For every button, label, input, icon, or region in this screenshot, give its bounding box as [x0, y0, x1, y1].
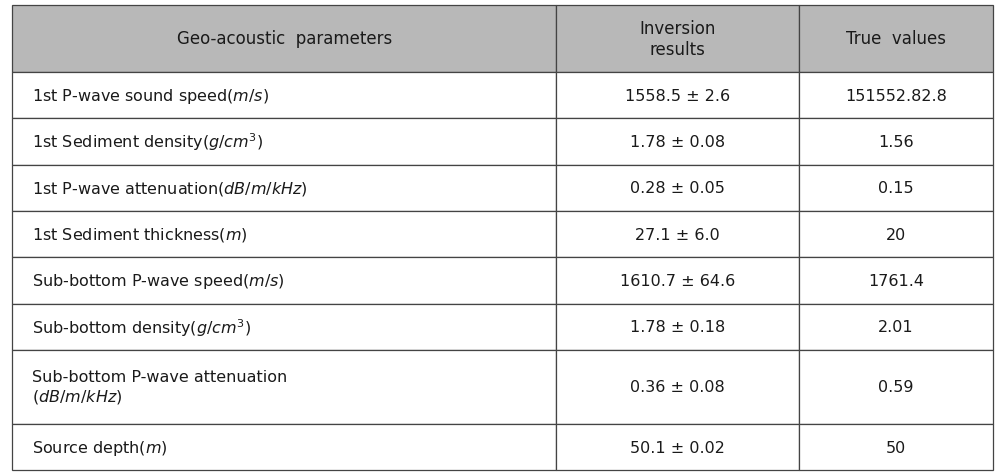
Bar	[799, 119, 993, 165]
Bar	[799, 73, 993, 119]
Text: 1st Sediment thickness$(m)$: 1st Sediment thickness$(m)$	[32, 226, 248, 244]
Text: 1610.7 ± 64.6: 1610.7 ± 64.6	[620, 273, 736, 288]
Bar	[12, 424, 557, 470]
Text: 2.01: 2.01	[878, 319, 914, 335]
Bar	[799, 258, 993, 304]
Text: 1761.4: 1761.4	[868, 273, 924, 288]
Text: 0.59: 0.59	[878, 379, 914, 395]
Bar	[557, 304, 799, 350]
Bar	[557, 119, 799, 165]
Text: 1st Sediment density$(g/cm^3)$: 1st Sediment density$(g/cm^3)$	[32, 131, 263, 153]
Text: 0.28 ± 0.05: 0.28 ± 0.05	[630, 181, 725, 196]
Bar	[12, 6, 557, 73]
Bar	[799, 304, 993, 350]
Bar	[557, 6, 799, 73]
Bar	[557, 211, 799, 258]
Bar	[557, 350, 799, 424]
Bar	[12, 119, 557, 165]
Text: 1.78 ± 0.08: 1.78 ± 0.08	[630, 135, 726, 149]
Bar	[12, 258, 557, 304]
Text: 50: 50	[885, 440, 906, 455]
Text: 0.15: 0.15	[878, 181, 914, 196]
Text: 1st P-wave attenuation$(dB/m/kHz)$: 1st P-wave attenuation$(dB/m/kHz)$	[32, 179, 308, 197]
Text: 1558.5 ± 2.6: 1558.5 ± 2.6	[625, 89, 731, 103]
Text: Sub-bottom density$(g/cm^3)$: Sub-bottom density$(g/cm^3)$	[32, 316, 251, 338]
Text: Geo-acoustic  parameters: Geo-acoustic parameters	[177, 30, 392, 48]
Bar	[12, 73, 557, 119]
Text: 20: 20	[885, 227, 906, 242]
Text: Sub-bottom P-wave speed$(m/s)$: Sub-bottom P-wave speed$(m/s)$	[32, 271, 284, 290]
Bar	[799, 424, 993, 470]
Bar	[12, 350, 557, 424]
Bar	[799, 350, 993, 424]
Bar	[557, 165, 799, 211]
Bar	[12, 211, 557, 258]
Text: Inversion
results: Inversion results	[639, 20, 716, 59]
Text: 0.36 ± 0.08: 0.36 ± 0.08	[630, 379, 725, 395]
Text: 151552.82.8: 151552.82.8	[845, 89, 947, 103]
Bar	[12, 304, 557, 350]
Text: 1.78 ± 0.18: 1.78 ± 0.18	[630, 319, 726, 335]
Bar	[799, 211, 993, 258]
Text: 1st P-wave sound speed$(m/s)$: 1st P-wave sound speed$(m/s)$	[32, 86, 269, 105]
Bar	[799, 6, 993, 73]
Bar	[12, 165, 557, 211]
Bar	[557, 73, 799, 119]
Bar	[557, 424, 799, 470]
Bar	[557, 258, 799, 304]
Text: 50.1 ± 0.02: 50.1 ± 0.02	[630, 440, 725, 455]
Text: 1.56: 1.56	[878, 135, 914, 149]
Text: Source depth$(m)$: Source depth$(m)$	[32, 438, 168, 456]
Bar	[799, 165, 993, 211]
Text: Sub-bottom P-wave attenuation
$(dB/m/kHz)$: Sub-bottom P-wave attenuation $(dB/m/kHz…	[32, 369, 287, 405]
Text: 27.1 ± 6.0: 27.1 ± 6.0	[635, 227, 720, 242]
Text: True  values: True values	[846, 30, 946, 48]
